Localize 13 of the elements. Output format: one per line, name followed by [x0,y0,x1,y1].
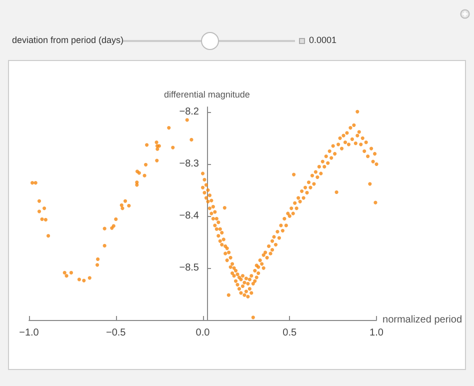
x-tick-label: 0.0 [196,328,210,338]
text: deviation from period (days) [12,35,124,45]
y-tick-label: −8.2 [179,106,200,118]
text: 0.0001 [309,35,337,45]
y-tick-label: −8.3 [179,158,200,170]
x-tick-label: 0.5 [282,328,298,338]
x-axis-title: normalized period [382,314,462,326]
y-tick-label: −8.4 [179,210,200,222]
x-tick-label: 1.0 [370,328,384,338]
x-tick-label: −1.0 [19,328,40,338]
y-axis-title: differential magnitude [164,90,250,100]
y-tick-label: −8.5 [179,262,200,274]
x-tick-label: −0.5 [106,328,126,338]
